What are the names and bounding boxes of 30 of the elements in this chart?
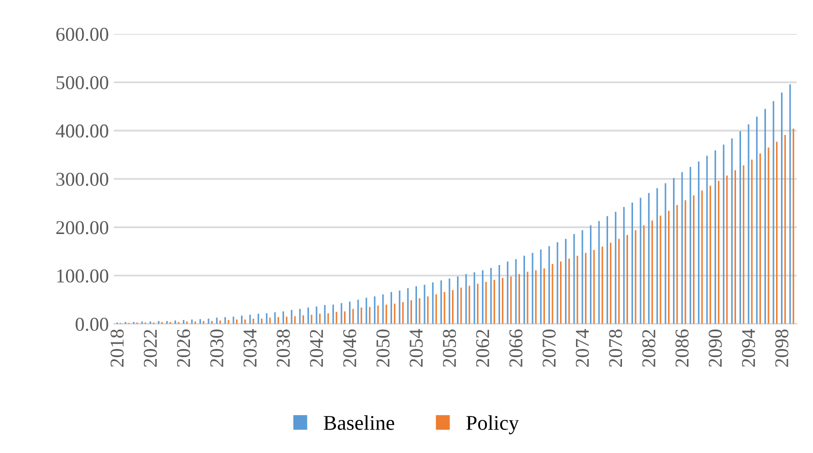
legend-label: Policy bbox=[466, 415, 519, 434]
y-tick-label: 500.00 bbox=[56, 76, 108, 90]
legend-label: Baseline bbox=[324, 415, 394, 430]
x-tick-label: 2066 bbox=[509, 329, 522, 367]
x-tick-label: 2042 bbox=[310, 330, 324, 367]
x-tick-label: 2022 bbox=[144, 330, 157, 367]
x-tick-label: 2094 bbox=[742, 329, 756, 367]
y-tick-label: 600.00 bbox=[56, 28, 108, 41]
y-tick-label: 0.00 bbox=[76, 318, 108, 331]
x-tick-label: 2034 bbox=[243, 329, 257, 367]
x-tick-label: 2090 bbox=[708, 329, 722, 367]
x-tick-label: 2062 bbox=[476, 330, 490, 367]
x-tick-label: 2086 bbox=[675, 329, 689, 367]
x-tick-label: 2082 bbox=[642, 330, 656, 367]
y-tick-label: 200.00 bbox=[56, 221, 108, 234]
y-tick-label: 100.00 bbox=[57, 269, 108, 283]
x-tick-label: 2054 bbox=[410, 329, 423, 367]
x-tick-label: 2050 bbox=[376, 329, 390, 367]
y-tick-label: 300.00 bbox=[56, 172, 108, 186]
x-tick-label: 2046 bbox=[343, 329, 356, 367]
x-tick-label: 2098 bbox=[775, 329, 788, 367]
x-tick-label: 2018 bbox=[110, 329, 124, 367]
y-tick-label: 400.00 bbox=[56, 124, 108, 138]
x-tick-label: 2058 bbox=[442, 329, 456, 367]
x-tick-label: 2038 bbox=[276, 329, 290, 367]
x-tick-label: 2026 bbox=[177, 329, 190, 367]
x-tick-label: 2030 bbox=[210, 329, 224, 367]
x-tick-label: 2078 bbox=[609, 329, 622, 367]
x-tick-label: 2074 bbox=[576, 329, 589, 367]
x-tick-label: 2070 bbox=[542, 329, 556, 367]
